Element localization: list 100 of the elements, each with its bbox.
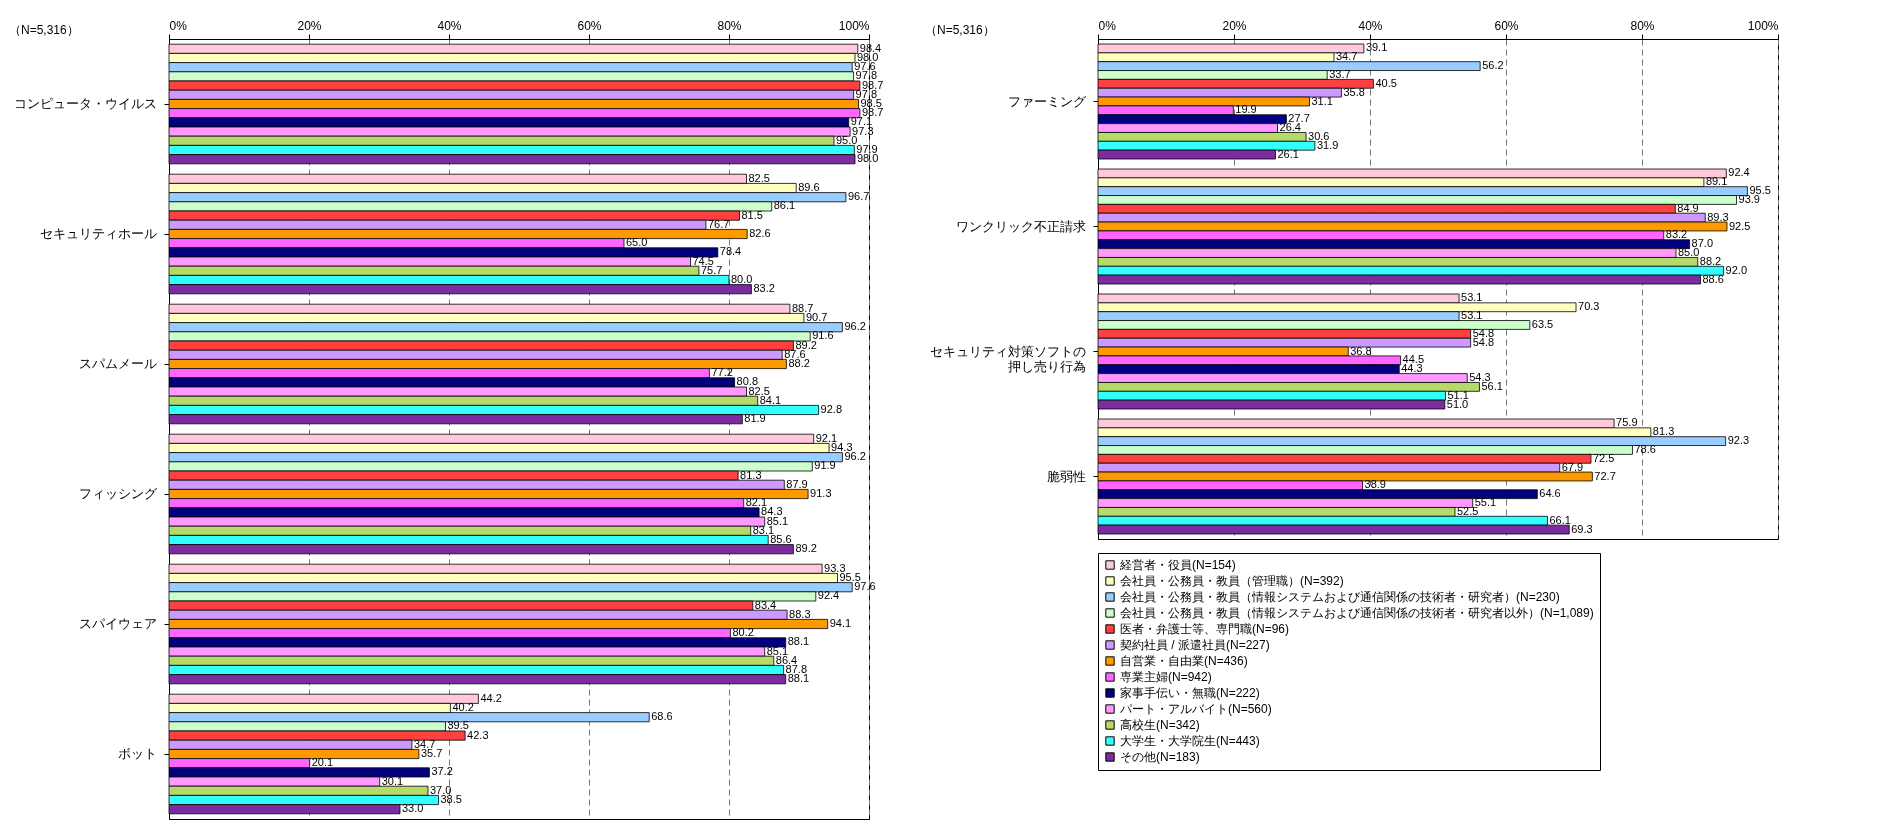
data-label: 38.5 [440,793,462,805]
data-label: 97.6 [854,580,876,593]
data-label: 88.2 [1699,254,1722,267]
data-label: 92.4 [1728,166,1750,179]
y-tick-label: コンピュータ・ウイルス [13,96,157,111]
data-label: 93.3 [824,561,846,574]
text: （N=5,316） [925,23,995,37]
data-label: 98.0 [857,152,879,165]
data-label: 81.3 [740,468,762,481]
data-label: 97.9 [856,143,878,155]
data-label: 30.6 [1308,129,1330,142]
data-label: 54.8 [1472,326,1495,339]
data-label: 90.7 [805,311,828,323]
data-label: 34.7 [1335,50,1358,63]
data-label: 92.1 [815,431,838,444]
data-label: 98.0 [857,51,879,63]
data-label: 95.5 [839,571,861,583]
data-label: 31.1 [1311,94,1333,107]
data-label: 77.2 [711,366,733,379]
x-tick-label: 80% [717,18,742,33]
data-label: 30.1 [381,774,404,787]
data-label: 33.0 [402,802,424,815]
y-tick-label: フィッシング [78,486,158,501]
data-label: 86.1 [773,199,796,212]
x-tick-label: 40% [437,18,462,33]
x-tick-label: 0% [169,18,188,33]
data-label: 44.2 [480,691,502,704]
data-label: 81.3 [1652,425,1675,438]
data-label: 69.3 [1571,522,1593,535]
data-label: 37.0 [430,783,452,796]
data-label: 80.0 [731,273,753,285]
data-label: 53.1 [1461,291,1483,304]
data-label: 83.2 [1665,228,1688,241]
data-label: 74.5 [692,254,714,267]
data-label: 78.6 [1634,442,1656,455]
legend-label: 会社員・公務員・教員（情報システムおよび通信関係の技術者・研究者）(N=230) [1120,590,1560,604]
data-label: 96.2 [844,320,866,333]
data-label: 91.9 [814,459,836,472]
data-label: 85.6 [770,533,792,545]
data-label: 56.2 [1482,59,1504,72]
data-label: 78.4 [719,245,742,258]
data-label: 42.3 [467,728,489,741]
data-label: 92.3 [1727,434,1750,447]
data-label: 70.3 [1578,300,1600,313]
data-label: 98.4 [859,41,882,54]
legend-label: パート・アルバイト(N=560) [1119,702,1272,716]
data-label: 54.3 [1469,371,1491,384]
legend-label: 家事手伝い・無職(N=222) [1120,686,1260,700]
data-label: 68.6 [651,710,673,723]
data-label: 88.6 [1702,272,1724,285]
legend-label: その他(N=183) [1120,750,1200,764]
x-tick-label: 100% [1747,18,1779,33]
data-label: 81.5 [741,208,763,221]
data-label: 64.6 [1539,487,1561,500]
data-label: 55.1 [1474,496,1497,509]
data-label: 83.4 [754,598,777,611]
x-tick-label: 60% [1494,18,1519,33]
data-label: 91.3 [810,487,832,499]
data-label: 67.9 [1561,460,1584,473]
data-label: 37.2 [431,765,453,778]
text: （N=5,316） [9,23,79,37]
legend-label: 医者・弁護士等、専門職(N=96) [1120,622,1290,636]
data-label: 40.5 [1375,76,1397,89]
data-label: 92.8 [820,403,843,415]
x-tick-label: 40% [1358,18,1383,33]
y-tick-label: ボット [117,746,157,761]
data-label: 92.4 [817,589,840,602]
data-label: 92.5 [1729,219,1751,232]
y-tick-label: 脆弱性 [1046,468,1086,484]
x-tick-label: 20% [297,18,322,33]
legend-label: 会社員・公務員・教員（管理職）(N=392) [1120,574,1344,588]
data-label: 94.3 [831,441,853,453]
legend-label: 大学生・大学院生(N=443) [1120,734,1260,748]
x-tick-label: 20% [1222,18,1247,33]
data-label: 89.2 [795,542,817,555]
data-label: 66.1 [1549,513,1571,526]
x-tick-label: 60% [577,18,602,33]
data-label: 96.2 [844,450,866,463]
data-label: 38.9 [1364,478,1386,491]
data-label: 89.1 [1705,175,1728,188]
x-tick-label: 100% [838,18,870,33]
data-label: 26.1 [1277,147,1299,160]
data-label: 39.1 [1365,41,1388,54]
data-label: 82.6 [749,227,771,239]
data-label: 40.2 [452,701,474,713]
x-tick-label: 80% [1630,18,1655,33]
legend-label: 契約社員 / 派遣社員(N=227) [1120,638,1270,652]
data-label: 95.5 [1749,184,1771,197]
data-label: 80.2 [732,626,754,639]
data-label: 63.5 [1531,317,1554,330]
data-label: 96.7 [847,190,870,203]
y-tick-label: セキュリティホール [39,226,157,241]
data-label: 20.1 [311,756,334,769]
data-label: 39.5 [447,719,469,732]
data-label: 88.1 [787,672,810,685]
data-label: 19.9 [1235,103,1257,116]
data-label: 88.7 [791,301,814,314]
y-tick-label: セキュリティ対策ソフトの押し売り行為 [929,343,1086,374]
data-label: 33.7 [1329,67,1351,80]
data-label: 34.7 [413,737,436,750]
